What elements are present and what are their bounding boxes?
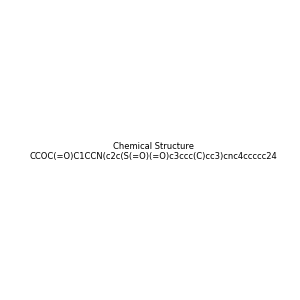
Text: Chemical Structure
CCOC(=O)C1CCN(c2c(S(=O)(=O)c3ccc(C)cc3)cnc4ccccc24: Chemical Structure CCOC(=O)C1CCN(c2c(S(=… <box>30 142 278 161</box>
